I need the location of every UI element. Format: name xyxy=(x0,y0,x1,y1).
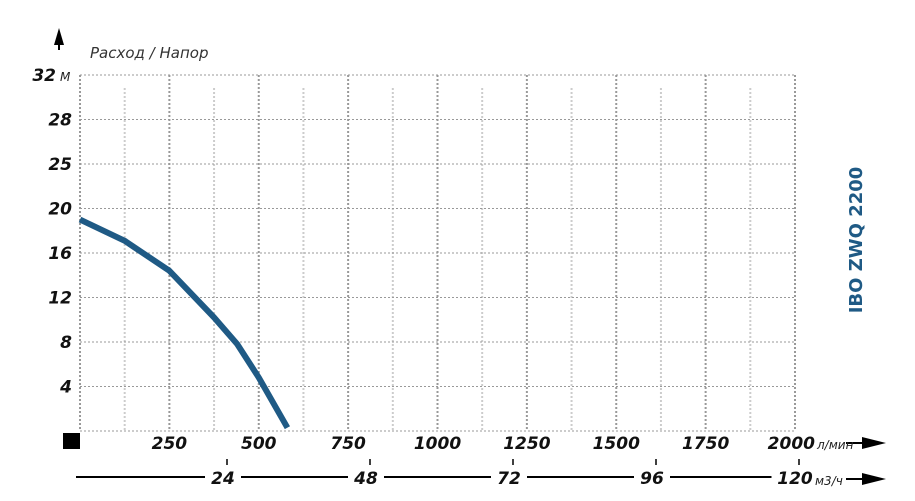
x-tick-label: 750 xyxy=(330,434,366,454)
x-tick-label: 500 xyxy=(241,434,277,454)
grid xyxy=(79,74,796,432)
x-unit: л/мин xyxy=(816,438,854,452)
y-tick-label: 32 xyxy=(32,66,56,86)
x2-tick-label: 72 xyxy=(497,469,521,489)
model-label: IBO ZWQ 2200 xyxy=(846,167,867,314)
y-tick-label: 4 xyxy=(59,378,72,398)
y-axis-arrow-icon xyxy=(54,28,64,45)
y-tick-label: 12 xyxy=(48,289,72,309)
origin-square-marker xyxy=(63,433,80,449)
x2-tick-label: 96 xyxy=(640,469,664,489)
x2-tick-label: 24 xyxy=(211,469,235,489)
x-tick-label: 250 xyxy=(152,434,188,454)
x-tick-label: 1000 xyxy=(414,434,461,454)
curve-layer xyxy=(78,216,291,430)
x2-axis-arrow-icon xyxy=(862,473,886,485)
x-axis-arrow-icon xyxy=(862,437,886,449)
y-tick-label: 28 xyxy=(48,111,72,131)
x-tick-label: 1500 xyxy=(593,434,640,454)
y-unit: М xyxy=(60,70,71,84)
x2-tick-label: 120 xyxy=(777,469,813,489)
x-tick-label: 1250 xyxy=(503,434,550,454)
x-tick-label: 2000 xyxy=(768,434,815,454)
y-tick-label: 8 xyxy=(60,333,72,353)
y-tick-label: 16 xyxy=(48,244,72,264)
x-tick-label: 1750 xyxy=(682,434,729,454)
x2-unit: м3/ч xyxy=(815,474,843,488)
y-tick-label: 25 xyxy=(48,155,72,175)
y-tick-label: 20 xyxy=(48,200,72,220)
x2-tick-label: 48 xyxy=(353,469,378,489)
chart-title: Расход / Напор xyxy=(90,44,208,62)
